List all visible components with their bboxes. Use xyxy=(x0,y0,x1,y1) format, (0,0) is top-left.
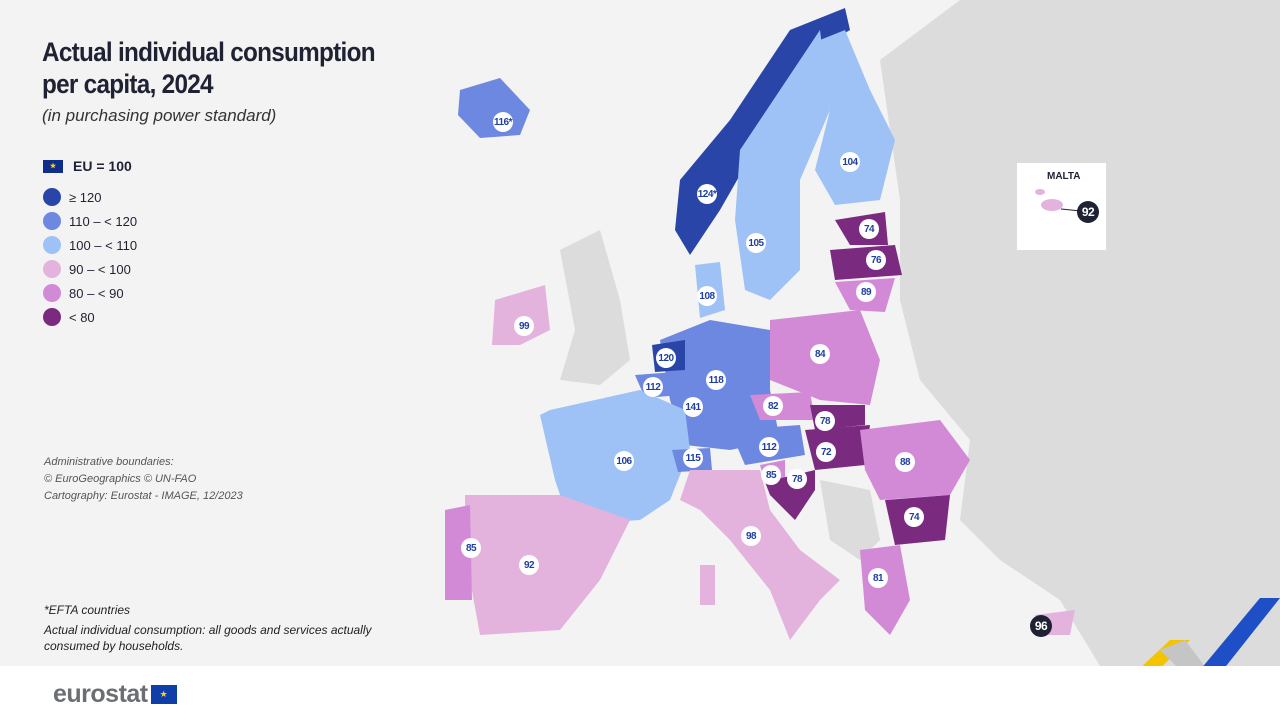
country-finland xyxy=(815,30,895,205)
subtitle: (in purchasing power standard) xyxy=(42,106,277,125)
legend-label: 90 – < 100 xyxy=(69,261,131,277)
value-label-it: 98 xyxy=(741,526,761,546)
value-label-ch: 115 xyxy=(683,448,703,468)
legend-item: 80 – < 90 xyxy=(43,281,137,305)
legend-swatch xyxy=(43,308,61,326)
decorative-blue-stripe xyxy=(1200,598,1280,680)
legend-label: < 80 xyxy=(69,309,95,325)
value-label-ro: 88 xyxy=(895,452,915,472)
value-label-se: 105 xyxy=(746,233,766,253)
country-italy xyxy=(680,470,840,640)
title-line-2: per capita, 2024 xyxy=(42,69,214,99)
value-label-cy: 96 xyxy=(1030,615,1052,637)
value-label-cz: 82 xyxy=(763,396,783,416)
value-label-es: 92 xyxy=(519,555,539,575)
country-portugal xyxy=(445,505,472,600)
value-label-sk: 78 xyxy=(815,411,835,431)
legend-label: ≥ 120 xyxy=(69,189,102,205)
page-title: Actual individual consumption per capita… xyxy=(42,36,376,100)
legend-item: 100 – < 110 xyxy=(43,233,137,257)
legend-swatch xyxy=(43,212,61,230)
legend-reference-label: EU = 100 xyxy=(73,158,132,174)
eu-flag-icon: ★ xyxy=(43,159,63,173)
malta-shape xyxy=(1035,189,1082,212)
eurostat-logo: eurostat ★ xyxy=(53,680,177,709)
value-label-fr: 106 xyxy=(614,451,634,471)
inset-title: MALTA xyxy=(1047,171,1081,182)
eu-flag-icon: ★ xyxy=(150,685,177,704)
value-label-no: 124* xyxy=(697,184,717,204)
value-label-at: 112 xyxy=(759,437,779,457)
logo-text: eurostat xyxy=(53,680,148,708)
legend: ★ EU = 100 ≥ 120 110 – < 120 100 – < 110 90… xyxy=(43,157,137,329)
legend-item: 110 – < 120 xyxy=(43,209,137,233)
value-label-ie: 99 xyxy=(514,316,534,336)
credits-line: Administrative boundaries: xyxy=(44,456,174,468)
legend-label: 110 – < 120 xyxy=(69,213,138,229)
legend-item: < 80 xyxy=(43,305,137,329)
credits-line: Cartography: Eurostat - IMAGE, 12/2023 xyxy=(44,490,243,502)
value-label-fi: 104 xyxy=(840,152,860,172)
value-label-dk: 108 xyxy=(697,286,717,306)
value-label-el: 81 xyxy=(868,568,888,588)
legend-swatch xyxy=(43,260,61,278)
country-sweden xyxy=(735,30,830,300)
credits-line: © EuroGeographics © UN-FAO xyxy=(44,473,197,485)
notes: *EFTA countries Actual individual consum… xyxy=(44,602,374,654)
value-label-lt: 89 xyxy=(856,282,876,302)
country-sardinia xyxy=(700,565,715,605)
legend-label: 80 – < 90 xyxy=(69,285,124,301)
legend-swatch xyxy=(43,284,61,302)
value-label-pl: 84 xyxy=(810,344,830,364)
value-label-malta: 92 xyxy=(1077,201,1099,223)
value-label-ee: 74 xyxy=(859,219,879,239)
value-label-si: 85 xyxy=(761,465,781,485)
value-label-bg: 74 xyxy=(904,507,924,527)
legend-swatch xyxy=(43,188,61,206)
value-label-is: 116* xyxy=(493,112,513,132)
footer xyxy=(0,666,1280,720)
value-label-lu: 141 xyxy=(683,397,703,417)
malta-inset: MALTA 92 xyxy=(1016,162,1107,251)
credits: Administrative boundaries: © EuroGeograp… xyxy=(44,454,243,505)
value-label-be: 112 xyxy=(643,377,663,397)
country-ireland xyxy=(492,285,550,345)
value-label-hr: 78 xyxy=(787,469,807,489)
legend-item: 90 – < 100 xyxy=(43,257,137,281)
value-label-nl: 120 xyxy=(656,348,676,368)
value-label-de: 118 xyxy=(706,370,726,390)
value-label-hu: 72 xyxy=(816,442,836,462)
legend-label: 100 – < 110 xyxy=(69,237,138,253)
value-label-lv: 76 xyxy=(866,250,886,270)
country-greece xyxy=(860,545,910,635)
value-label-pt: 85 xyxy=(461,538,481,558)
legend-item: ≥ 120 xyxy=(43,185,137,209)
definition-note: Actual individual consumption: all goods… xyxy=(44,623,372,653)
country-iceland xyxy=(458,78,530,138)
country-romania xyxy=(860,420,970,500)
efta-note: *EFTA countries xyxy=(44,603,131,617)
legend-eu-reference: ★ EU = 100 xyxy=(43,157,137,175)
country-spain xyxy=(465,495,630,635)
title-line-1: Actual individual consumption xyxy=(42,37,376,67)
legend-swatch xyxy=(43,236,61,254)
